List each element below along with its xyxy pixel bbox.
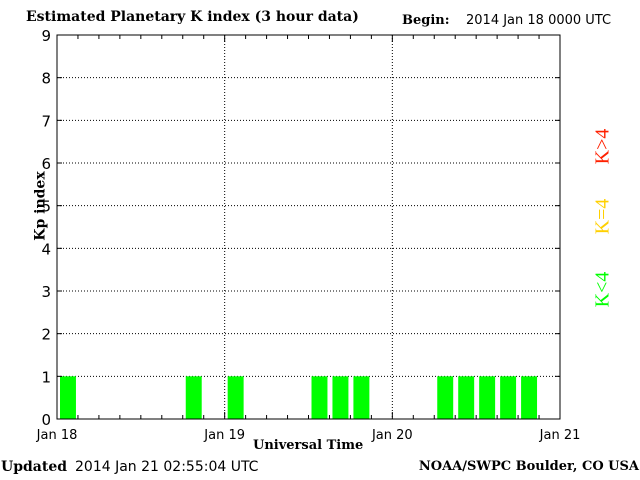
kp-bar bbox=[227, 376, 244, 419]
kp-bar bbox=[311, 376, 328, 419]
kp-bar bbox=[60, 376, 76, 419]
kp-bar bbox=[479, 376, 496, 419]
x-tick-label: Jan 18 bbox=[36, 428, 78, 443]
kp-bar bbox=[353, 376, 370, 419]
chart-title: Estimated Planetary K index (3 hour data… bbox=[26, 9, 359, 25]
y-tick-label: 4 bbox=[41, 240, 51, 258]
begin-value: 2014 Jan 18 0000 UTC bbox=[466, 13, 612, 28]
updated-value: 2014 Jan 21 02:55:04 UTC bbox=[75, 459, 259, 475]
updated-label: Updated bbox=[1, 459, 68, 475]
legend-k-less-4: K<4 bbox=[591, 271, 614, 308]
kp-bar bbox=[437, 376, 454, 419]
x-tick-label: Jan 19 bbox=[203, 428, 245, 443]
x-axis-title: Universal Time bbox=[253, 438, 364, 453]
kp-bar bbox=[521, 376, 538, 419]
y-tick-label: 2 bbox=[41, 326, 51, 344]
kp-bar bbox=[332, 376, 349, 419]
y-tick-label: 3 bbox=[41, 283, 51, 301]
y-tick-label: 8 bbox=[41, 70, 51, 88]
begin-label: Begin: bbox=[402, 13, 450, 28]
y-tick-label: 5 bbox=[41, 198, 51, 216]
legend-k-greater-4: K>4 bbox=[591, 128, 614, 165]
plot-frame bbox=[56, 34, 561, 420]
x-tick-label: Jan 20 bbox=[371, 428, 413, 443]
y-tick-label: 6 bbox=[41, 155, 51, 173]
legend-k-equal-4: K=4 bbox=[591, 198, 614, 235]
y-tick-label: 1 bbox=[41, 368, 51, 386]
x-tick-label: Jan 21 bbox=[539, 428, 581, 443]
y-tick-label: 9 bbox=[41, 27, 51, 45]
kp-bar bbox=[458, 376, 475, 419]
kp-bar bbox=[500, 376, 517, 419]
y-tick-label: 0 bbox=[41, 411, 51, 429]
y-axis-title: Kp index bbox=[32, 171, 49, 241]
kp-bar bbox=[185, 376, 202, 419]
credit-text: NOAA/SWPC Boulder, CO USA bbox=[418, 459, 639, 474]
y-tick-label: 7 bbox=[41, 112, 51, 130]
